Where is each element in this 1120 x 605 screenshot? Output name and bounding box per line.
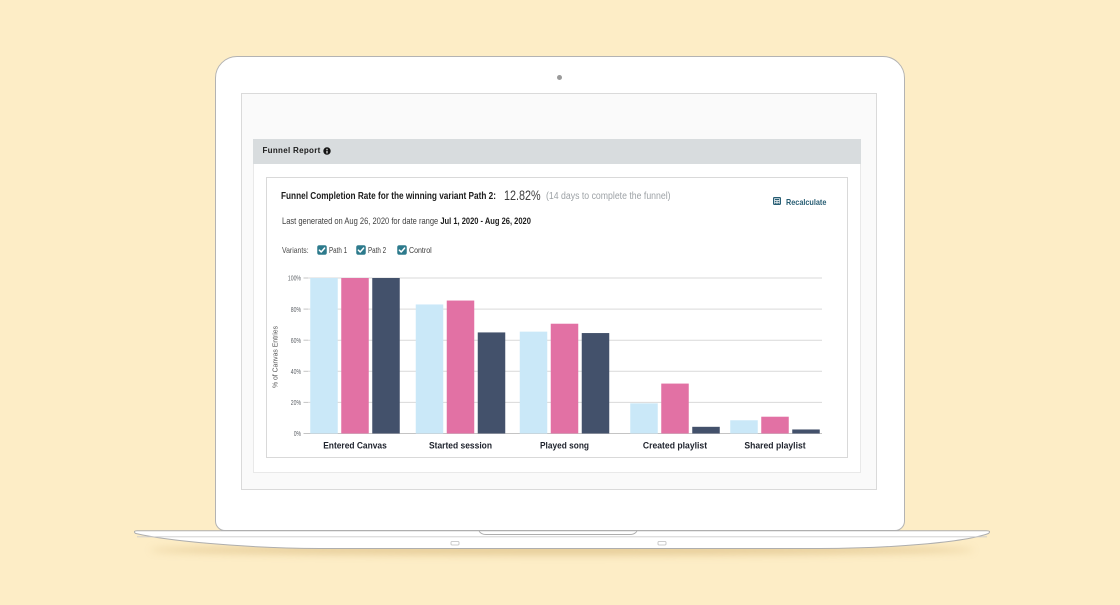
svg-text:Played song: Played song xyxy=(540,441,589,452)
svg-text:Started session: Started session xyxy=(429,441,492,452)
svg-text:Entered Canvas: Entered Canvas xyxy=(323,441,387,452)
svg-text:Created playlist: Created playlist xyxy=(643,441,708,452)
svg-text:40%: 40% xyxy=(291,367,302,376)
svg-text:0%: 0% xyxy=(294,429,302,438)
svg-text:Shared playlist: Shared playlist xyxy=(744,441,806,452)
svg-text:20%: 20% xyxy=(291,398,302,407)
svg-text:% of Canvas Entries: % of Canvas Entries xyxy=(271,326,280,388)
svg-text:80%: 80% xyxy=(291,305,302,314)
svg-text:100%: 100% xyxy=(288,274,302,283)
svg-text:60%: 60% xyxy=(291,336,302,345)
